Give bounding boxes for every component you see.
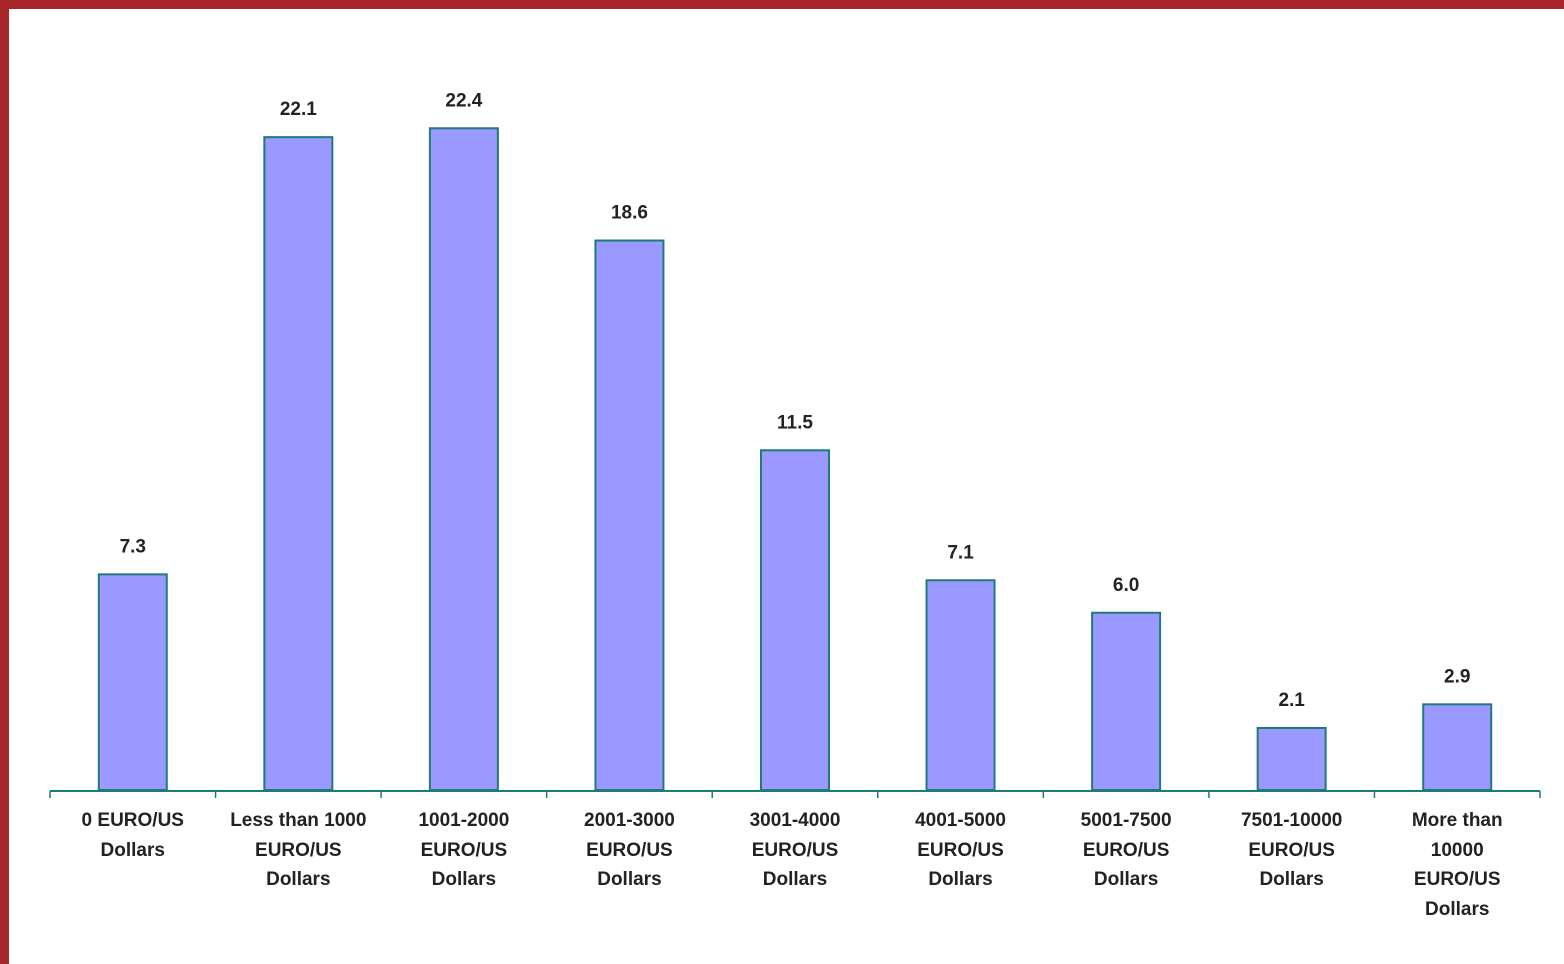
x-tick-label: 7501-10000 EURO/US Dollars xyxy=(1240,810,1343,890)
x-tick-label: 4001-5000 EURO/US Dollars xyxy=(915,810,1006,890)
x-tick-label: More than 10000 EURO/US Dollars xyxy=(1411,810,1503,920)
data-label: 2.1 xyxy=(1278,690,1305,711)
data-label: 11.5 xyxy=(777,412,813,433)
bar xyxy=(428,127,499,791)
bar xyxy=(760,449,830,791)
data-label: 2.9 xyxy=(1444,666,1470,687)
x-tick-label: 3001-4000 EURO/US Dollars xyxy=(749,810,841,890)
data-label: 7.3 xyxy=(120,536,146,557)
data-label: 22.4 xyxy=(445,90,482,111)
bar xyxy=(594,239,665,791)
bar xyxy=(1091,611,1162,791)
bar xyxy=(925,579,996,791)
data-label: 6.0 xyxy=(1113,575,1139,596)
bar xyxy=(1256,726,1327,792)
data-label: 22.1 xyxy=(280,99,317,120)
bar xyxy=(263,136,334,792)
data-label: 7.1 xyxy=(947,542,974,563)
bar xyxy=(1422,703,1493,791)
x-tick-label: 1001-2000 EURO/US Dollars xyxy=(418,810,510,890)
x-tick-label: 0 EURO/US Dollars xyxy=(81,810,184,861)
x-tick-label: 2001-3000 EURO/US Dollars xyxy=(584,810,675,890)
x-tick-label: 5001-7500 EURO/US Dollars xyxy=(1080,810,1172,890)
bar xyxy=(97,573,168,791)
x-tick-label: Less than 1000 EURO/US Dollars xyxy=(230,810,367,890)
data-label: 18.6 xyxy=(611,203,648,224)
